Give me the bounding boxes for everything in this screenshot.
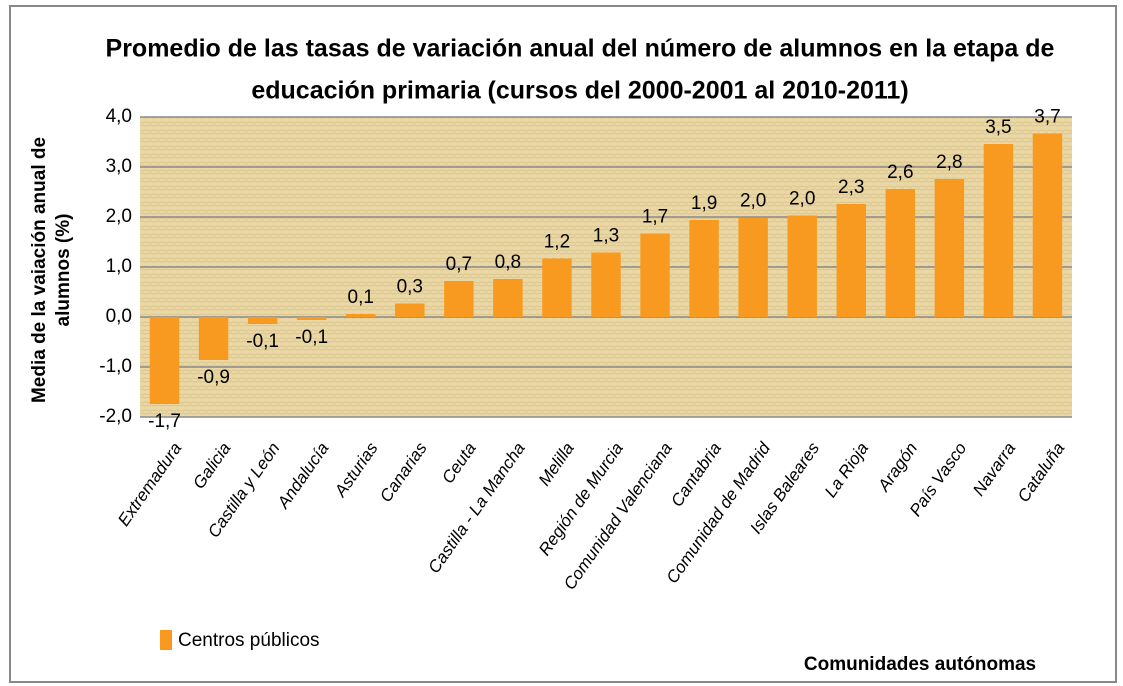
bar	[149, 317, 180, 404]
bar	[198, 317, 229, 360]
bar	[542, 258, 572, 317]
y-axis-title: alumnos (%)	[53, 214, 74, 327]
bar	[493, 279, 523, 317]
y-tick-label: 0,0	[106, 306, 132, 327]
value-label: 2,8	[936, 152, 962, 173]
value-label: 0,8	[495, 252, 521, 273]
value-label: 3,7	[1034, 107, 1060, 128]
y-tick-label: 3,0	[106, 156, 132, 177]
chart-title: educación primaria (cursos del 2000-2001…	[251, 77, 908, 105]
value-label: -1,7	[148, 411, 181, 432]
value-label: 1,3	[593, 226, 619, 247]
y-tick-label: 4,0	[106, 106, 132, 127]
y-tick-label: 2,0	[106, 206, 132, 227]
bar	[689, 220, 719, 317]
value-label: 1,2	[544, 232, 570, 253]
bar	[983, 144, 1014, 317]
value-label: -0,1	[246, 331, 279, 352]
bar	[934, 179, 965, 317]
bar	[640, 233, 670, 317]
bar	[346, 314, 376, 317]
value-label: 2,3	[838, 177, 864, 198]
x-axis-title: Comunidades autónomas	[804, 654, 1036, 675]
bar	[885, 189, 916, 317]
y-tick-label: -1,0	[99, 356, 132, 377]
bar	[296, 317, 327, 320]
bar	[444, 281, 474, 317]
bar	[738, 217, 768, 317]
value-label: 0,1	[348, 287, 374, 308]
bar	[836, 204, 866, 317]
value-label: -0,9	[197, 367, 230, 388]
value-label: 2,0	[789, 189, 815, 210]
bar	[591, 252, 621, 317]
chart-title: Promedio de las tasas de variación anual…	[106, 35, 1055, 63]
bar	[247, 317, 278, 324]
value-label: -0,1	[295, 327, 328, 348]
value-label: 0,7	[446, 254, 472, 275]
bar	[787, 215, 817, 317]
bar	[395, 303, 425, 317]
value-label: 2,6	[887, 162, 913, 183]
value-label: 1,7	[642, 207, 668, 228]
legend-swatch	[160, 630, 172, 650]
bar	[1032, 133, 1063, 317]
value-label: 3,5	[985, 117, 1011, 138]
legend-label: Centros públicos	[178, 630, 320, 651]
value-label: 0,3	[397, 277, 423, 298]
y-axis-title: Media de la vaiación anual de	[29, 137, 50, 403]
y-tick-label: -2,0	[99, 406, 132, 427]
value-label: 2,0	[740, 191, 766, 212]
value-label: 1,9	[691, 193, 717, 214]
y-tick-label: 1,0	[106, 256, 132, 277]
